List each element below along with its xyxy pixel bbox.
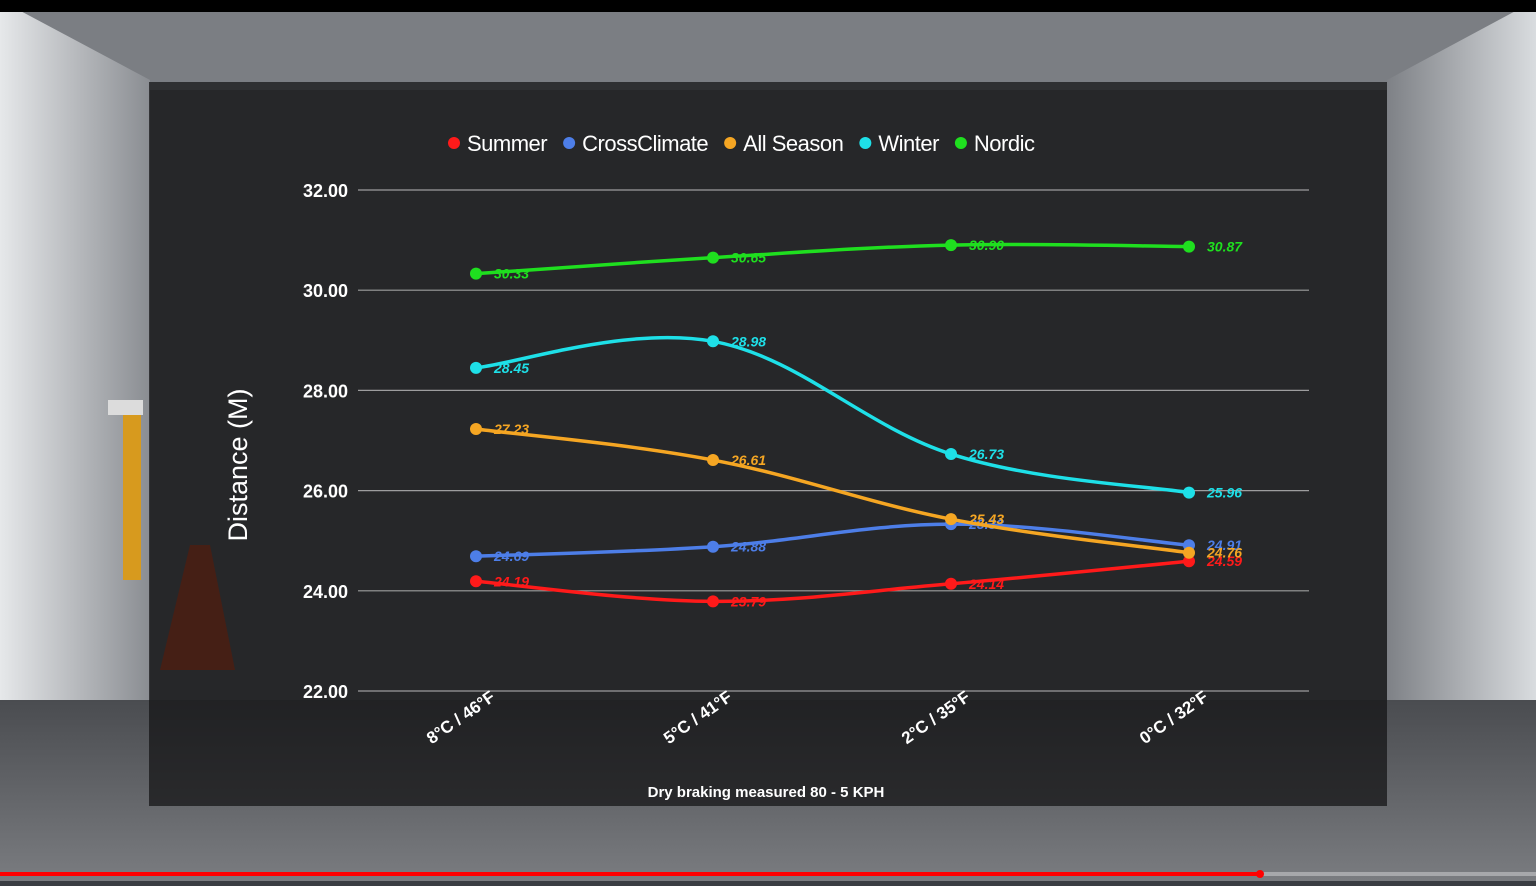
data-point [470, 550, 482, 563]
data-label: 24.91 [1206, 537, 1242, 553]
data-point [707, 335, 719, 348]
data-label: 28.98 [730, 333, 766, 349]
legend-marker [954, 137, 967, 149]
data-point [470, 361, 482, 374]
legend-marker [448, 137, 460, 149]
data-label: 23.79 [730, 593, 766, 609]
data-point [470, 267, 482, 280]
data-label: 24.69 [493, 548, 529, 564]
series-line [475, 559, 1190, 604]
data-label: 27.23 [493, 421, 529, 437]
series-all-season: 27.23 26.61 25.43 24.76 [470, 421, 1242, 561]
legend-label: Summer [467, 131, 547, 156]
data-label: 30.87 [1207, 239, 1243, 255]
data-label: 24.76 [1206, 545, 1242, 561]
y-tick-label: 30.00 [303, 281, 348, 301]
legend: Summer CrossClimate All Season Winter Nordic [448, 131, 1035, 156]
y-axis-label: Distance (M) [223, 388, 253, 541]
series-line [475, 335, 1190, 495]
data-point [1183, 240, 1195, 253]
data-label: 30.65 [731, 250, 766, 266]
data-point [1183, 546, 1195, 559]
legend-item: Winter [859, 131, 940, 156]
x-tick-label: 5°C / 41°F [660, 687, 735, 748]
legend-item: All Season [724, 131, 844, 156]
data-point [1183, 555, 1195, 568]
data-label: 25.43 [968, 511, 1004, 527]
data-point [707, 540, 719, 553]
legend-item: CrossClimate [563, 131, 709, 156]
data-point [945, 239, 957, 252]
data-label: 24.19 [493, 573, 529, 589]
data-label: 24.88 [730, 539, 766, 555]
progress-scrubber-handle[interactable] [1255, 870, 1264, 878]
video-progress-bar[interactable] [0, 870, 1536, 878]
data-point [945, 577, 957, 590]
data-label: 26.61 [730, 452, 766, 468]
data-point [470, 575, 482, 588]
legend-marker [859, 137, 872, 149]
x-tick-label: 8°C / 46°F [423, 687, 498, 748]
data-label: 25.96 [1206, 485, 1242, 501]
data-label: 30.33 [494, 266, 529, 282]
legend-marker [724, 137, 737, 149]
series-winter: 28.45 28.98 26.73 25.96 [470, 333, 1242, 501]
data-label: 28.45 [493, 360, 529, 376]
y-tick-label: 22.00 [303, 682, 348, 702]
y-axis-ticks: 32.00 30.00 28.00 26.00 24.00 22.00 [303, 181, 348, 702]
x-tick-label: 2°C / 35°F [898, 687, 973, 748]
legend-label: All Season [743, 131, 843, 156]
top-bar [0, 0, 1536, 12]
legend-label: Winter [878, 131, 939, 156]
legend-label: Nordic [974, 131, 1035, 156]
data-point [707, 595, 719, 608]
chart-panel [149, 82, 1387, 806]
series-summer: 24.19 23.79 24.14 24.59 [470, 553, 1242, 609]
series-nordic: 30.33 30.65 30.90 30.87 [470, 237, 1243, 282]
y-tick-label: 24.00 [303, 582, 348, 602]
series-line [475, 242, 1190, 276]
gridlines [358, 189, 1309, 692]
y-tick-label: 28.00 [303, 381, 348, 401]
data-label: 26.73 [968, 446, 1004, 462]
progress-fill [0, 872, 1260, 876]
data-point [707, 251, 719, 264]
legend-item: Nordic [954, 131, 1035, 156]
series-line [475, 522, 1190, 558]
data-point [707, 454, 719, 467]
data-label: 24.59 [1206, 553, 1242, 569]
legend-marker [563, 137, 576, 149]
series-line [475, 427, 1190, 555]
legend-item: Summer [448, 131, 548, 156]
x-axis-ticks: 8°C / 46°F 5°C / 41°F 2°C / 35°F 0°C / 32°F [423, 687, 1211, 748]
y-tick-label: 32.00 [303, 181, 348, 201]
data-label: 30.90 [969, 237, 1004, 253]
series-lines: 24.1923.7924.1424.5924.6924.8825.3324.91… [470, 237, 1243, 609]
data-point [1183, 486, 1195, 499]
data-label: 24.14 [968, 576, 1004, 592]
y-tick-label: 26.00 [303, 482, 348, 502]
x-tick-label: 0°C / 32°F [1136, 687, 1211, 748]
data-point [945, 448, 957, 461]
chart-note: Dry braking measured 80 - 5 KPH [648, 784, 885, 801]
legend-label: CrossClimate [582, 131, 708, 156]
data-point [470, 422, 482, 435]
data-point [945, 513, 957, 526]
